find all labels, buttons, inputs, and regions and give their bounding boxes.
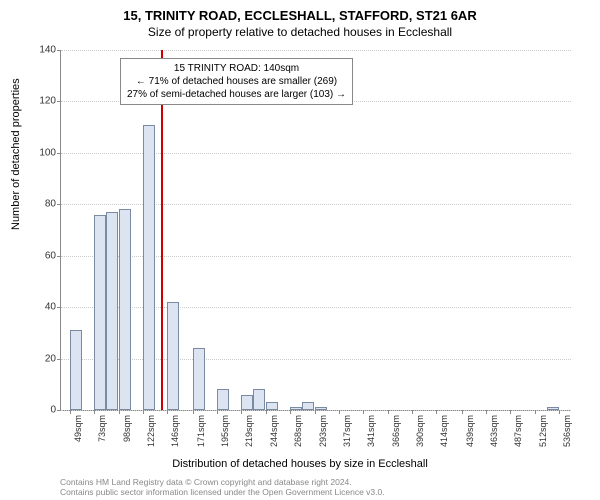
ytick-label: 20	[26, 353, 56, 364]
ytick-mark	[57, 256, 61, 257]
histogram-bar	[302, 402, 314, 410]
xtick-label: 317sqm	[342, 415, 352, 447]
xtick-label: 73sqm	[97, 415, 107, 442]
chart-area: 02040608010012014049sqm73sqm98sqm122sqm1…	[60, 50, 570, 410]
annotation-box: 15 TRINITY ROAD: 140sqm ← 71% of detache…	[120, 58, 353, 105]
ytick-mark	[57, 101, 61, 102]
ytick-mark	[57, 359, 61, 360]
xtick-mark	[510, 410, 511, 414]
ytick-label: 140	[26, 45, 56, 56]
chart-subtitle: Size of property relative to detached ho…	[0, 23, 600, 43]
xtick-mark	[217, 410, 218, 414]
xtick-label: 463sqm	[489, 415, 499, 447]
xtick-mark	[363, 410, 364, 414]
xtick-mark	[559, 410, 560, 414]
annotation-line-1: 15 TRINITY ROAD: 140sqm	[127, 62, 346, 75]
xtick-mark	[70, 410, 71, 414]
xtick-label: 512sqm	[538, 415, 548, 447]
xtick-mark	[241, 410, 242, 414]
xtick-mark	[486, 410, 487, 414]
xtick-label: 171sqm	[196, 415, 206, 447]
histogram-bar	[253, 389, 265, 410]
xtick-mark	[388, 410, 389, 414]
ytick-mark	[57, 410, 61, 411]
xtick-label: 390sqm	[415, 415, 425, 447]
xtick-mark	[266, 410, 267, 414]
xtick-label: 487sqm	[513, 415, 523, 447]
xtick-label: 122sqm	[146, 415, 156, 447]
footer-line-2: Contains public sector information licen…	[60, 487, 385, 497]
xtick-mark	[143, 410, 144, 414]
footer-line-1: Contains HM Land Registry data © Crown c…	[60, 477, 385, 487]
histogram-bar	[217, 389, 229, 410]
histogram-bar	[193, 348, 205, 410]
histogram-bar	[70, 330, 82, 410]
ytick-mark	[57, 153, 61, 154]
ytick-mark	[57, 50, 61, 51]
ytick-label: 60	[26, 250, 56, 261]
histogram-bar	[94, 215, 106, 410]
xtick-mark	[290, 410, 291, 414]
histogram-bar	[106, 212, 118, 410]
xtick-label: 366sqm	[391, 415, 401, 447]
xtick-label: 146sqm	[170, 415, 180, 447]
gridline	[61, 153, 571, 154]
x-axis-label: Distribution of detached houses by size …	[0, 458, 600, 470]
gridline	[61, 359, 571, 360]
xtick-mark	[339, 410, 340, 414]
histogram-bar	[143, 125, 155, 410]
xtick-mark	[119, 410, 120, 414]
chart-title: 15, TRINITY ROAD, ECCLESHALL, STAFFORD, …	[0, 0, 600, 23]
ytick-label: 80	[26, 199, 56, 210]
annotation-line-2: ← 71% of detached houses are smaller (26…	[127, 75, 346, 88]
xtick-mark	[436, 410, 437, 414]
xtick-label: 244sqm	[269, 415, 279, 447]
gridline	[61, 410, 571, 411]
gridline	[61, 204, 571, 205]
xtick-label: 219sqm	[244, 415, 254, 447]
ytick-mark	[57, 307, 61, 308]
xtick-mark	[193, 410, 194, 414]
xtick-label: 98sqm	[122, 415, 132, 442]
gridline	[61, 307, 571, 308]
footer-attribution: Contains HM Land Registry data © Crown c…	[60, 477, 385, 497]
xtick-mark	[315, 410, 316, 414]
xtick-label: 195sqm	[220, 415, 230, 447]
histogram-bar	[290, 407, 302, 410]
xtick-mark	[412, 410, 413, 414]
ytick-label: 0	[26, 405, 56, 416]
xtick-mark	[462, 410, 463, 414]
xtick-label: 341sqm	[366, 415, 376, 447]
histogram-bar	[266, 402, 278, 410]
xtick-label: 414sqm	[439, 415, 449, 447]
xtick-mark	[535, 410, 536, 414]
xtick-label: 268sqm	[293, 415, 303, 447]
xtick-label: 439sqm	[465, 415, 475, 447]
histogram-bar	[241, 395, 253, 410]
xtick-mark	[167, 410, 168, 414]
histogram-bar	[167, 302, 179, 410]
xtick-label: 49sqm	[73, 415, 83, 442]
xtick-mark	[94, 410, 95, 414]
histogram-bar	[119, 209, 131, 410]
ytick-mark	[57, 204, 61, 205]
y-axis-label: Number of detached properties	[10, 78, 22, 230]
histogram-bar	[547, 407, 559, 410]
ytick-label: 100	[26, 147, 56, 158]
xtick-label: 536sqm	[562, 415, 572, 447]
ytick-label: 120	[26, 96, 56, 107]
annotation-line-3: 27% of semi-detached houses are larger (…	[127, 88, 346, 101]
gridline	[61, 256, 571, 257]
gridline	[61, 50, 571, 51]
xtick-label: 293sqm	[318, 415, 328, 447]
ytick-label: 40	[26, 302, 56, 313]
histogram-bar	[315, 407, 327, 410]
